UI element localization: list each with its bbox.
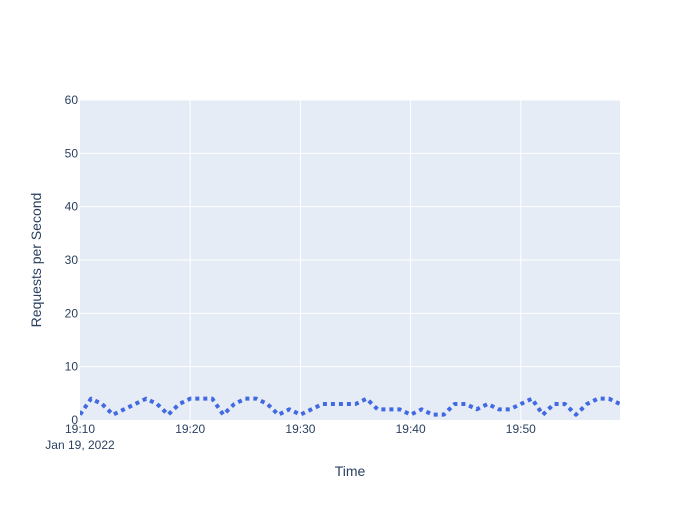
x-tick-label: 19:20: [175, 422, 205, 436]
y-tick-label: 40: [65, 200, 79, 214]
y-tick-label: 30: [65, 253, 79, 267]
grid-lines: [80, 99, 620, 420]
x-tick-label: 19:50: [506, 422, 536, 436]
y-tick-label: 10: [65, 360, 79, 374]
x-tick-label: 19:40: [396, 422, 426, 436]
series-layer: [80, 396, 620, 417]
x-tick-label: 19:30: [285, 422, 315, 436]
y-axis-ticks: 0 10 20 30 40 50 60: [65, 93, 79, 427]
series-line: [80, 396, 620, 417]
x-tick-label: 19:10: [65, 422, 95, 436]
y-tick-label: 0: [71, 413, 78, 427]
x-axis-date-label: Jan 19, 2022: [45, 438, 115, 452]
x-axis-title: Time: [335, 463, 366, 479]
y-tick-label: 20: [65, 306, 79, 320]
y-tick-label: 60: [65, 93, 79, 107]
y-tick-label: 50: [65, 146, 79, 160]
x-axis-ticks: 19:10 19:20 19:30 19:40 19:50: [65, 422, 536, 436]
y-axis-title: Requests per Second: [28, 193, 44, 328]
